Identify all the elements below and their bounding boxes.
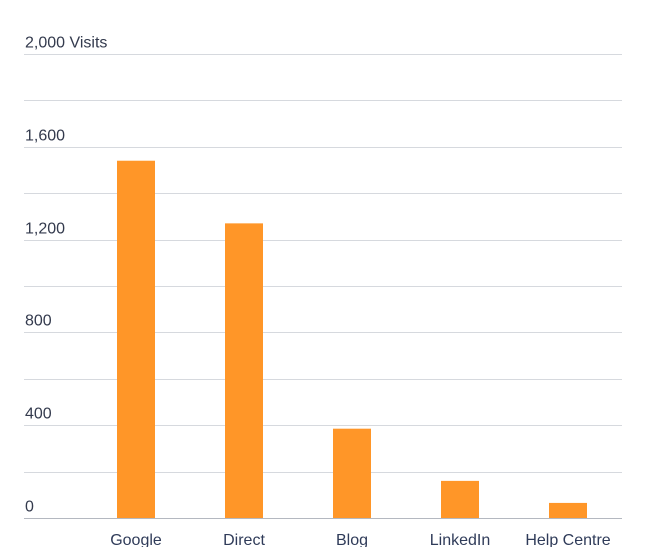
x-category-label: Direct bbox=[223, 532, 265, 547]
x-category-label: LinkedIn bbox=[430, 532, 491, 547]
gridlines bbox=[24, 55, 622, 519]
bar bbox=[117, 161, 155, 518]
x-category-label: Google bbox=[110, 532, 162, 547]
y-tick-label: 800 bbox=[25, 313, 52, 330]
y-tick-label: 0 bbox=[25, 499, 34, 516]
bars bbox=[117, 161, 587, 518]
y-tick-label: 1,200 bbox=[25, 221, 65, 238]
x-category-label: Help Centre bbox=[525, 532, 610, 547]
bar bbox=[225, 223, 263, 518]
bar bbox=[441, 481, 479, 518]
y-tick-label: 1,600 bbox=[25, 128, 65, 145]
x-axis-category-labels: Google Direct Blog LinkedIn Help Centre bbox=[110, 532, 611, 547]
y-tick-label: 2,000 Visits bbox=[25, 35, 107, 52]
y-tick-label: 400 bbox=[25, 406, 52, 423]
bar bbox=[333, 429, 371, 518]
bar bbox=[549, 503, 587, 518]
y-axis-tick-labels: 0 400 800 1,200 1,600 2,000 Visits bbox=[25, 35, 107, 516]
x-category-label: Blog bbox=[336, 532, 368, 547]
